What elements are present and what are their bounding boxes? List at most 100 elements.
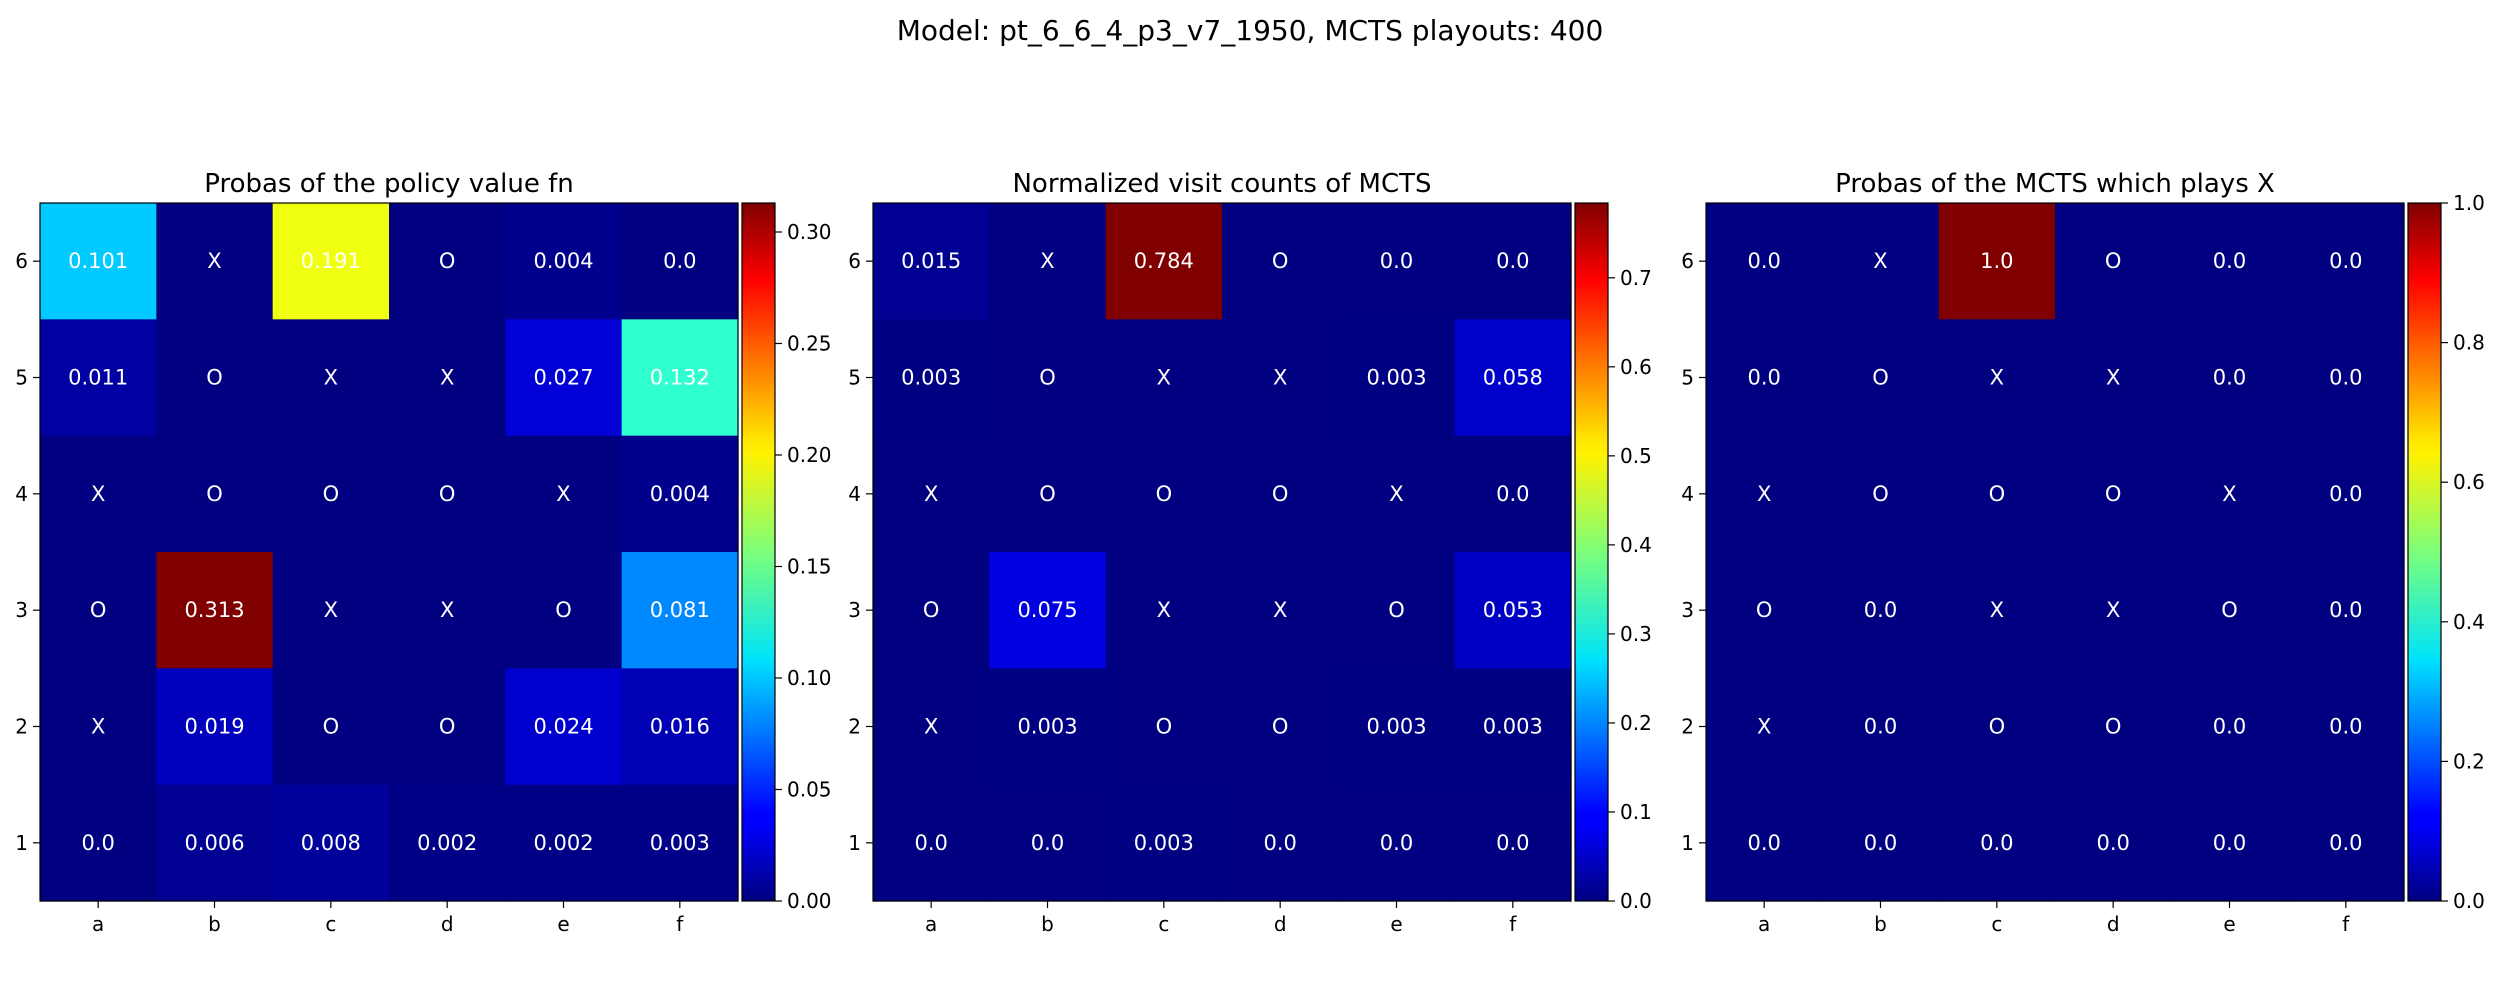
heatmap-cell xyxy=(1222,668,1339,786)
heatmap-cell xyxy=(873,668,990,786)
heatmap-cell xyxy=(989,552,1107,669)
heatmap-cell xyxy=(1222,784,1339,902)
cell-label: O xyxy=(90,598,107,622)
heatmap-cell xyxy=(389,203,506,320)
cell-label: X xyxy=(324,366,338,390)
cell-label: 0.0 xyxy=(1747,249,1780,273)
heatmap-cell xyxy=(1706,668,1823,786)
heatmap-cell xyxy=(156,668,274,786)
heatmap-cell xyxy=(1706,784,1823,902)
cell-label: 0.003 xyxy=(1134,831,1194,855)
heatmap-cell xyxy=(873,319,990,437)
x-tick-label: c xyxy=(1158,912,1169,936)
cell-label: X xyxy=(2222,482,2236,506)
heatmap-cell xyxy=(2171,668,2289,786)
heatmap-cell xyxy=(1338,552,1456,669)
cell-label: 1.0 xyxy=(1980,249,2013,273)
cell-label: O xyxy=(923,598,940,622)
heatmap-cell xyxy=(2055,203,2172,320)
y-tick-label: 4 xyxy=(848,482,861,506)
x-tick-label: e xyxy=(2223,912,2235,936)
colorbar-tick-label: 0.00 xyxy=(787,889,832,913)
heatmap-cell xyxy=(1706,203,1823,320)
cell-label: O xyxy=(1272,715,1289,739)
cell-label: X xyxy=(91,715,105,739)
cell-label: X xyxy=(1040,249,1054,273)
heatmap-cell xyxy=(621,784,739,902)
x-tick-label: d xyxy=(2107,912,2120,936)
cell-label: 0.0 xyxy=(1031,831,1064,855)
cell-label: O xyxy=(1872,366,1889,390)
cell-label: X xyxy=(2106,366,2120,390)
heatmap-cell xyxy=(1822,784,1940,902)
cell-label: X xyxy=(440,366,454,390)
heatmap-cell xyxy=(1338,668,1456,786)
x-tick-label: b xyxy=(1874,912,1887,936)
x-tick-label: c xyxy=(325,912,336,936)
x-tick-label: e xyxy=(557,912,569,936)
heatmap-cell xyxy=(989,435,1107,553)
heatmap-cell xyxy=(2287,435,2405,553)
cell-label: 0.0 xyxy=(2096,831,2129,855)
heatmap-cell xyxy=(1338,319,1456,437)
cell-label: 0.0 xyxy=(2213,831,2246,855)
cell-label: 0.003 xyxy=(650,831,710,855)
cell-label: 0.0 xyxy=(1747,831,1780,855)
colorbar-tick-label: 0.8 xyxy=(2453,331,2485,355)
x-tick-label: a xyxy=(1758,912,1770,936)
heatmap-cell xyxy=(40,319,157,437)
cell-label: O xyxy=(1388,598,1405,622)
x-tick-label: d xyxy=(1274,912,1287,936)
heatmap-cell xyxy=(1938,552,2056,669)
cell-label: O xyxy=(1272,249,1289,273)
cell-label: O xyxy=(439,715,456,739)
x-tick-label: a xyxy=(925,912,937,936)
cell-label: X xyxy=(1990,366,2004,390)
heatmap-cell xyxy=(272,435,390,553)
panel-title: Normalized visit counts of MCTS xyxy=(1012,169,1431,199)
cell-label: 0.784 xyxy=(1134,249,1194,273)
heatmap-cell xyxy=(2055,784,2172,902)
heatmap-cell xyxy=(389,319,506,437)
cell-label: O xyxy=(1039,366,1056,390)
colorbar xyxy=(1574,202,1609,902)
y-tick-label: 3 xyxy=(1681,598,1694,622)
cell-label: X xyxy=(1389,482,1403,506)
heatmap-cell xyxy=(1822,319,1940,437)
heatmap-cell xyxy=(505,668,623,786)
cell-label: O xyxy=(1872,482,1889,506)
heatmap-cell xyxy=(1454,668,1572,786)
colorbar xyxy=(741,202,776,902)
cell-label: X xyxy=(1157,366,1171,390)
cell-label: 0.0 xyxy=(2329,249,2362,273)
cell-label: 0.0 xyxy=(2329,482,2362,506)
heatmap-cell xyxy=(40,784,157,902)
cell-label: 0.024 xyxy=(533,715,593,739)
heatmap-cell xyxy=(1822,552,1940,669)
y-tick-label: 4 xyxy=(1681,482,1694,506)
heatmap-cell xyxy=(272,203,390,320)
colorbar-tick-label: 0.6 xyxy=(1620,355,1652,379)
heatmap-cell xyxy=(1454,203,1572,320)
colorbar-tick-label: 0.25 xyxy=(787,331,832,355)
cell-label: X xyxy=(1757,715,1771,739)
cell-label: 0.081 xyxy=(650,598,710,622)
cell-label: 0.0 xyxy=(1864,598,1897,622)
cell-label: O xyxy=(2221,598,2238,622)
y-tick-label: 3 xyxy=(848,598,861,622)
cell-label: 0.0 xyxy=(1496,831,1529,855)
cell-label: O xyxy=(1272,482,1289,506)
cell-label: X xyxy=(207,249,221,273)
cell-label: X xyxy=(91,482,105,506)
y-tick-label: 1 xyxy=(848,831,861,855)
colorbar-tick-label: 0.20 xyxy=(787,443,832,467)
heatmap-cell xyxy=(1105,319,1223,437)
colorbar-tick-label: 0.0 xyxy=(2453,889,2485,913)
heatmap-cell xyxy=(505,319,623,437)
heatmap-cell xyxy=(1706,319,1823,437)
heatmap-cell xyxy=(389,435,506,553)
y-tick-label: 1 xyxy=(15,831,28,855)
cell-label: X xyxy=(440,598,454,622)
